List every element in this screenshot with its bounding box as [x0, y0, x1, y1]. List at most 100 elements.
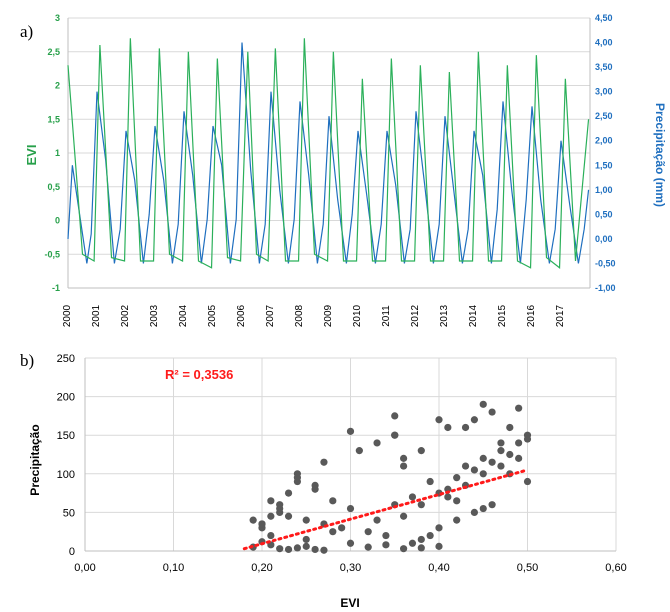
y-tick-label: 150 [57, 430, 75, 442]
data-point [497, 439, 505, 447]
data-point [302, 516, 310, 524]
data-point [276, 504, 284, 513]
x-tick-label: 2013 [439, 304, 450, 327]
data-point [435, 524, 443, 532]
y-tick-label: 50 [63, 507, 75, 519]
x-tick-label: 0,00 [74, 562, 95, 574]
x-tick-label: 2010 [352, 304, 363, 327]
data-point [329, 528, 337, 536]
x-tick-label: 2006 [236, 304, 247, 327]
x-tick-label: 0,20 [251, 562, 272, 574]
x-axis-title: EVI [340, 596, 359, 610]
data-point [249, 516, 257, 524]
data-point [302, 542, 310, 550]
data-point [470, 466, 478, 474]
x-tick-label: 0,30 [340, 562, 361, 574]
data-point [293, 544, 301, 552]
y-left-tick-label: 1 [55, 148, 60, 158]
data-point [373, 516, 381, 524]
data-point [497, 447, 505, 455]
y-left-tick-label: -0,5 [44, 249, 60, 259]
data-point [400, 545, 408, 553]
data-point [284, 545, 293, 554]
data-point [435, 542, 443, 550]
data-point [515, 454, 523, 462]
y-tick-label: 200 [57, 392, 75, 404]
x-tick-label: 2001 [91, 304, 102, 327]
data-point [435, 416, 443, 424]
y-right-tick-label: -0,50 [595, 258, 616, 268]
data-point [382, 541, 390, 549]
data-point [293, 474, 301, 482]
data-point [488, 458, 496, 466]
data-point [267, 512, 275, 520]
r-squared-annotation: R² = 0,3536 [165, 367, 233, 382]
data-point [453, 497, 461, 505]
y-left-tick-label: 2,5 [47, 47, 60, 57]
data-point [364, 543, 372, 551]
data-point [276, 545, 284, 553]
data-point [444, 423, 452, 432]
x-tick-label: 2000 [62, 304, 73, 327]
data-point [470, 508, 478, 516]
data-point [338, 524, 346, 532]
panel-b-label: b) [20, 351, 35, 370]
data-point [515, 404, 523, 412]
y-left-tick-label: 3 [55, 13, 60, 23]
y-axis-title: Precipitação [28, 424, 42, 495]
y-right-tick-label: 4,50 [595, 13, 613, 23]
data-point [346, 539, 355, 547]
evi-precipitation-scatter-chart: 0 50 100 150 200 250 0,00 0,10 0,20 0,30 0,40 0,50 0… [28, 353, 627, 610]
y-left-tick-label: 1,5 [47, 114, 60, 124]
y-right-tick-label: 1,00 [595, 185, 613, 195]
x-tick-label: 0,60 [605, 562, 626, 574]
data-point [302, 535, 310, 544]
y-left-tick-label: 0,5 [47, 182, 60, 192]
data-point [408, 539, 417, 547]
y-tick-label: 250 [57, 353, 75, 365]
data-point [400, 512, 408, 520]
y-left-tick-label: 0 [55, 216, 60, 226]
data-point [400, 454, 408, 462]
y-tick-label: 100 [57, 469, 75, 481]
x-tick-label: 2008 [294, 304, 305, 327]
x-tick-label: 2004 [178, 304, 189, 327]
data-point [461, 462, 470, 470]
data-point [417, 447, 425, 455]
data-point [284, 512, 293, 520]
data-point [506, 450, 514, 459]
data-point [311, 545, 319, 554]
data-point [329, 497, 337, 505]
data-point [417, 501, 425, 509]
data-point [453, 474, 461, 482]
data-point [284, 489, 293, 497]
data-point [400, 462, 408, 470]
y-right-tick-label: 0,00 [595, 234, 613, 244]
data-point [408, 493, 417, 501]
y-tick-label: 0 [69, 546, 75, 558]
data-point [417, 535, 425, 544]
x-tick-label: 0,10 [163, 562, 184, 574]
data-point [391, 431, 399, 439]
y-left-axis-title: EVI [24, 145, 39, 166]
data-point [426, 477, 434, 486]
y-right-tick-label: 4,00 [595, 38, 613, 48]
data-point [453, 516, 461, 524]
x-tick-label: 2015 [497, 304, 508, 327]
y-left-tick-label: 2 [55, 81, 60, 91]
x-tick-label: 0,40 [428, 562, 449, 574]
data-point [426, 531, 434, 540]
x-tick-label: 2017 [555, 304, 566, 327]
x-tick-label: 2012 [410, 304, 421, 327]
y-right-tick-label: 2,50 [595, 111, 613, 121]
data-point [470, 416, 478, 424]
data-point [258, 520, 266, 528]
data-point [523, 435, 532, 443]
data-point [479, 454, 487, 462]
data-point [523, 477, 532, 486]
evi-series-line [67, 38, 590, 269]
y-right-tick-label: -1,00 [595, 283, 616, 293]
x-tick-label: 2014 [468, 304, 479, 327]
data-point [479, 400, 487, 408]
